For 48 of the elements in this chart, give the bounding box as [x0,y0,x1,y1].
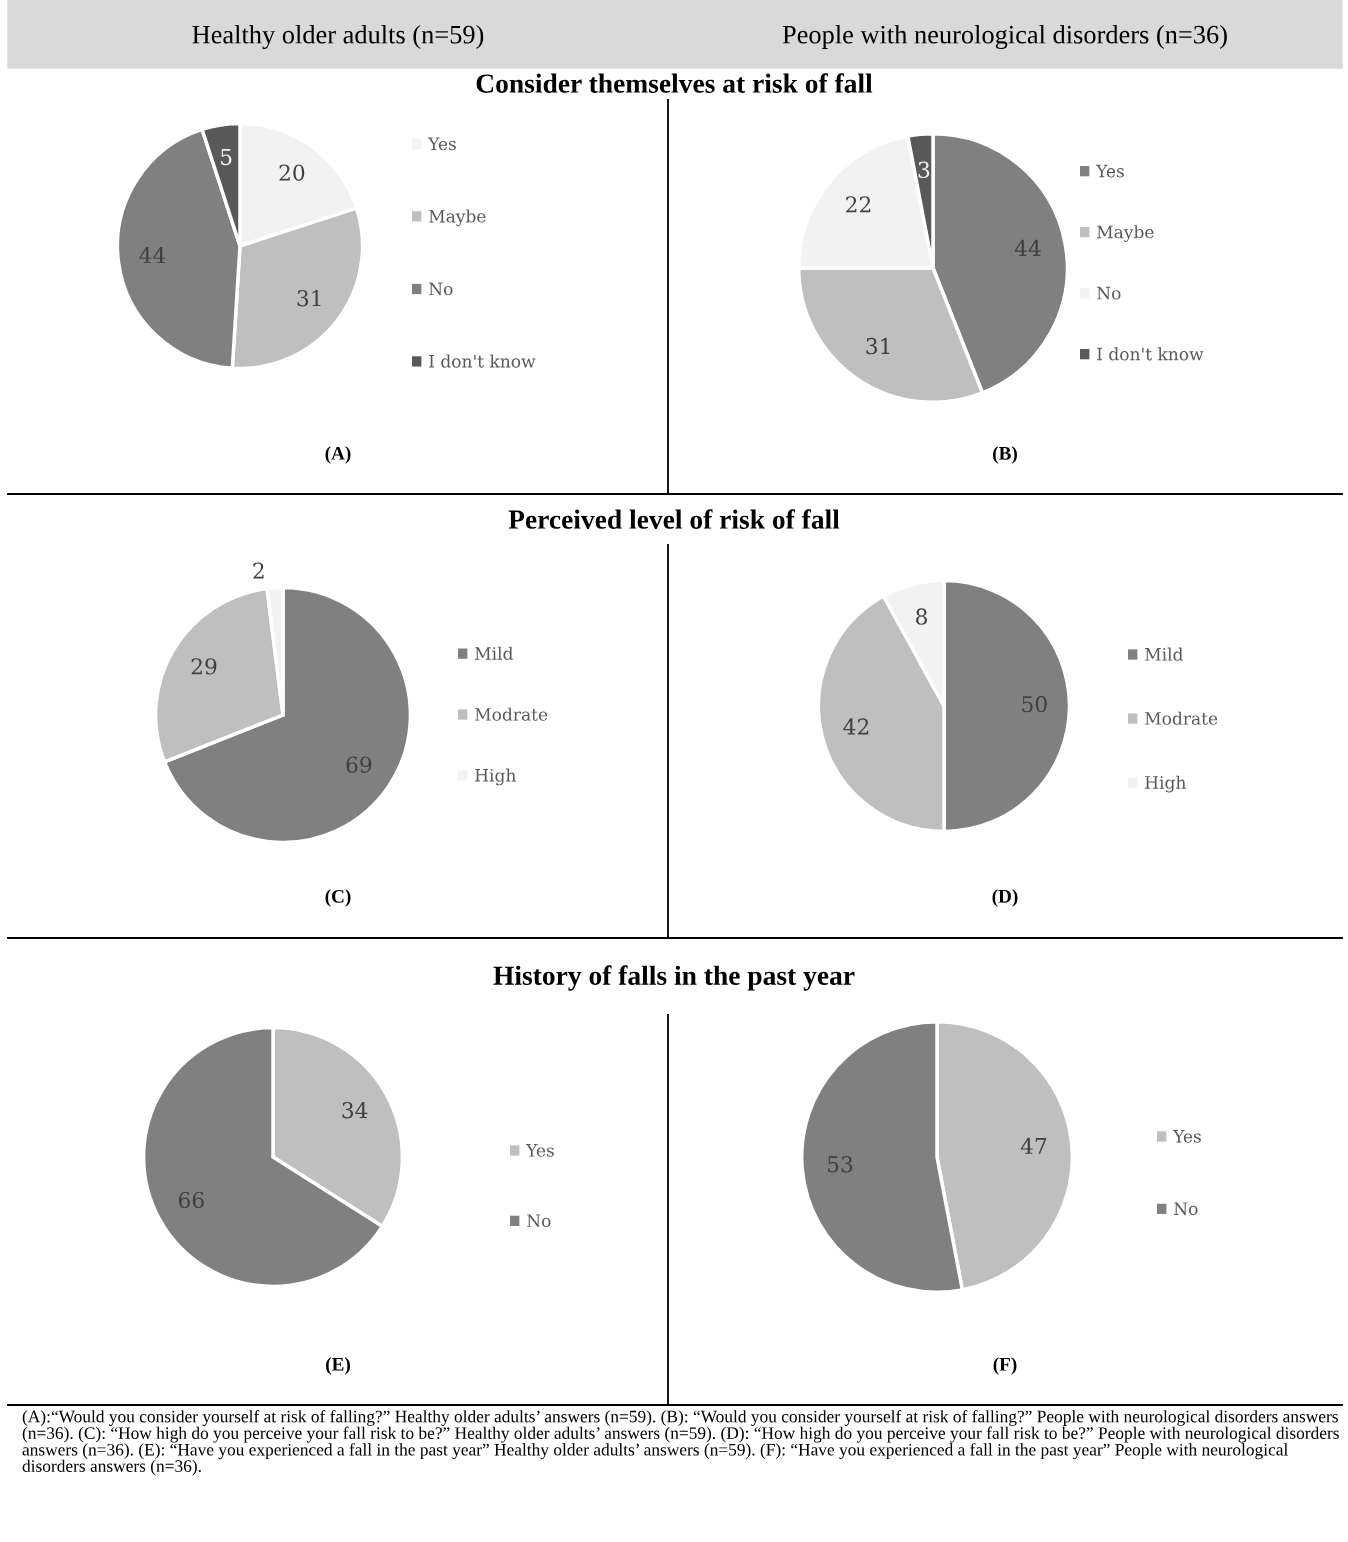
chart-subtitle: Healthy older adults (n=59) [192,24,484,50]
legend-label: Modrate [475,707,548,721]
data-label: 22 [846,196,871,213]
legend-label: No [1097,286,1121,300]
legend-label: High [475,768,516,786]
legend-label: Mild [475,646,513,660]
legend-label: No [429,282,453,296]
text: Consider themselves at risk of fall [476,73,873,93]
data-label: 44 [139,246,166,264]
legend-label: Yes [428,137,456,151]
data-label: 3 [918,161,930,179]
data-label: 31 [866,337,890,355]
legend-label: No [527,1214,551,1228]
text: (B) [993,446,1017,464]
legend-label: Modrate [1145,711,1218,725]
data-label: 31 [297,289,321,307]
legend-label: High [1145,775,1186,793]
data-label: 50 [1022,695,1047,713]
text: (D) [992,889,1018,907]
legend-label: No [1174,1202,1198,1216]
data-label: 5 [221,149,232,166]
legend-label: I don't know [429,354,536,368]
data-label: 20 [279,164,305,181]
text: History of falls in the past year [493,965,855,991]
text: (A):“Would you consider yourself at risk of falling?” Healthy older adults’ answers (n=59). (B): “Would you consider yourself at risk of falling?” People with neurological disorders answers (n=36). (C): “How high do you perceive your fall risk to be?” Healthy older adults’ answers (n=59). (D): “How high do you perceive your fall risk to be?” People with neurological disorders answers (n=36). (E): “Have you experienced a fall in the past year” Healthy older adults’ answers (n=59). (F): “Have you experienced a fall in the past year” People with neurological disorders answers (n=36). [22,1410,1339,1476]
data-label: 29 [191,658,217,675]
legend-label: I don't know [1097,347,1204,361]
legend-label: Yes [1173,1130,1201,1143]
data-label: 2 [253,562,264,579]
legend-label: Yes [1096,164,1124,178]
legend-label: Yes [526,1144,554,1157]
chart-subtitle: People with neurological disorders (n=36) [782,24,1227,50]
data-label: 44 [1014,239,1041,256]
data-label: 42 [843,718,869,735]
data-label: 53 [828,1156,853,1173]
legend-label: Maybe [1097,225,1154,242]
text: (E) [326,1357,350,1375]
text: (A) [325,446,351,464]
text: (C) [325,889,351,907]
legend-label: Mild [1145,647,1183,661]
legend-label: Maybe [429,209,486,227]
text: Perceived level of risk of fall [508,509,840,529]
data-label: 66 [178,1191,204,1209]
data-label: 47 [1020,1137,1047,1154]
data-label: 69 [346,756,372,773]
data-label: 8 [916,608,927,625]
text: (F) [993,1357,1017,1375]
data-label: 34 [342,1101,368,1119]
